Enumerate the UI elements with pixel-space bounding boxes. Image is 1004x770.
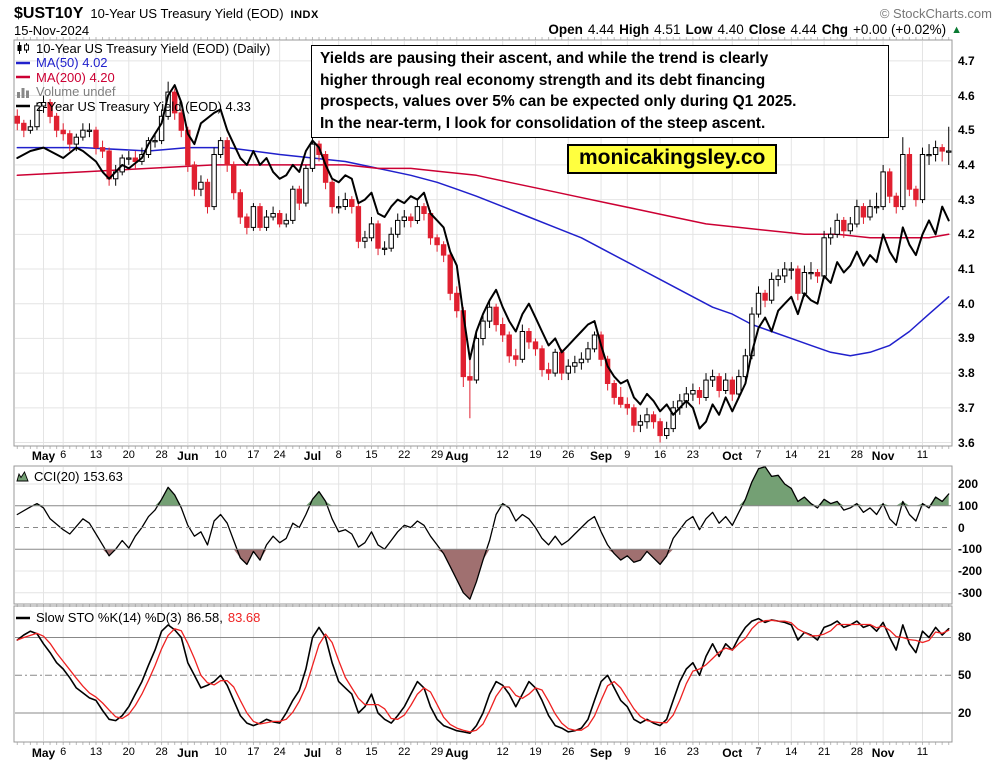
sto-legend: Slow STO %K(14) %D(3) 86.58, 83.68 bbox=[16, 610, 260, 625]
annotation-box: Yields are pausing their ascent, and whi… bbox=[311, 45, 889, 138]
watermark-badge[interactable]: monicakingsley.co bbox=[567, 144, 778, 174]
chg-label: Chg bbox=[821, 22, 849, 37]
legend-series-label[interactable]: 10-Year US Treasury Yield (EOD) (Daily) bbox=[36, 40, 271, 56]
low-value: 4.40 bbox=[717, 22, 744, 37]
candlestick-icon bbox=[17, 42, 29, 54]
green-area-icon bbox=[16, 471, 29, 482]
close-label: Close bbox=[748, 22, 786, 37]
legend-row-ma200: MA(200) 4.20 bbox=[16, 69, 270, 85]
low-label: Low bbox=[685, 22, 713, 37]
high-value: 4.51 bbox=[654, 22, 681, 37]
cci-legend-label[interactable]: CCI(20) 153.63 bbox=[34, 469, 123, 484]
annotation-line: prospects, values over 5% can be expecte… bbox=[320, 93, 797, 110]
volume-bars-icon bbox=[17, 87, 29, 98]
exchange-label: INDX bbox=[290, 9, 319, 21]
chg-value: +0.00 (+0.02%) bbox=[853, 22, 947, 37]
annotation-line: Yields are pausing their ascent, and whi… bbox=[320, 50, 769, 67]
copyright-link[interactable]: © StockCharts.com bbox=[879, 6, 992, 21]
annotation-line: higher through real economy strength and… bbox=[320, 71, 766, 89]
legend-row-series: 10-Year US Treasury Yield (EOD) (Daily) bbox=[16, 40, 271, 56]
high-label: High bbox=[619, 22, 650, 37]
sto-d-value: 83.68 bbox=[227, 610, 261, 625]
close-value: 4.44 bbox=[790, 22, 817, 37]
blue-line-dash-icon bbox=[16, 61, 30, 64]
black-line-dash-icon bbox=[16, 104, 30, 108]
legend-row-ma50: MA(50) 4.02 bbox=[16, 55, 270, 70]
open-value: 4.44 bbox=[587, 22, 615, 37]
black-line-dash-icon bbox=[16, 616, 30, 619]
annotation-line: In the near-term, I look for consolidati… bbox=[320, 114, 766, 132]
legend-row-volume: Volume undef bbox=[16, 84, 270, 99]
main-legend: 10-Year US Treasury Yield (EOD) (Daily) … bbox=[16, 41, 270, 114]
legend-ma50-label[interactable]: MA(50) 4.02 bbox=[36, 55, 108, 70]
red-line-dash-icon bbox=[16, 75, 30, 79]
chart-date: 15-Nov-2024 bbox=[14, 23, 90, 38]
legend-volume-label[interactable]: Volume undef bbox=[36, 84, 116, 99]
legend-ma200-label[interactable]: MA(200) 4.20 bbox=[36, 69, 115, 85]
open-label: Open bbox=[548, 22, 583, 37]
up-triangle-icon: ▲ bbox=[951, 24, 962, 36]
quote-bar: Open 4.44 High 4.51 Low 4.40 Close 4.44 … bbox=[548, 22, 962, 37]
page-title: 10-Year US Treasury Yield (EOD) bbox=[90, 6, 284, 21]
cci-legend: CCI(20) 153.63 bbox=[16, 469, 123, 484]
legend-overlay-label[interactable]: 2-Year US Treasury Yield (EOD) 4.33 bbox=[36, 98, 251, 114]
symbol[interactable]: $UST10Y bbox=[14, 5, 84, 22]
legend-row-overlay: 2-Year US Treasury Yield (EOD) 4.33 bbox=[16, 98, 270, 114]
header-row: $UST10Y 10-Year US Treasury Yield (EOD) … bbox=[14, 5, 319, 23]
sto-k-value: 86.58, bbox=[186, 610, 223, 625]
sto-legend-label[interactable]: Slow STO %K(14) %D(3) bbox=[36, 610, 182, 625]
